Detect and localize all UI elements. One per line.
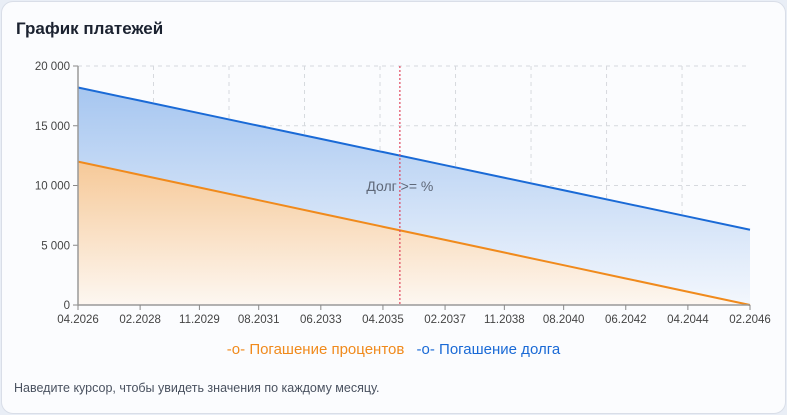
legend-item-debt[interactable]: -o- Погашение долга xyxy=(417,341,561,358)
x-tick-label: 02.2037 xyxy=(424,314,466,326)
legend-line-marker-icon: -o- xyxy=(226,341,246,358)
x-tick-label: 04.2044 xyxy=(667,314,709,326)
legend-item-interest[interactable]: -o- Погашение процентов xyxy=(227,341,405,358)
legend-label: Погашение долга xyxy=(439,341,561,358)
x-tick-label: 04.2035 xyxy=(362,314,404,326)
x-tick-label: 06.2033 xyxy=(300,314,342,326)
legend-label: Погашение процентов xyxy=(249,341,405,358)
x-tick-label: 08.2031 xyxy=(238,314,280,326)
x-tick-label: 04.2026 xyxy=(57,314,99,326)
x-tick-label: 11.2029 xyxy=(179,314,220,326)
legend: -o- Погашение процентов -o- Погашение до… xyxy=(0,341,787,358)
y-tick-label: 0 xyxy=(64,300,70,312)
x-tick-label: 02.2028 xyxy=(119,314,161,326)
debt-area xyxy=(78,87,750,305)
x-tick-label: 06.2042 xyxy=(605,314,647,326)
x-tick-label: 11.2038 xyxy=(484,314,525,326)
crossover-label: Долг >= % xyxy=(366,178,433,194)
hint-text: Наведите курсор, чтобы увидеть значения … xyxy=(14,381,380,395)
legend-line-marker-icon: -o- xyxy=(416,341,435,358)
debt-series-line xyxy=(77,86,751,231)
y-tick-label: 5 000 xyxy=(41,240,70,252)
chart-title: График платежей xyxy=(16,19,164,38)
y-tick-label: 20 000 xyxy=(35,61,70,73)
interest-series-line xyxy=(77,160,751,306)
x-tick-label: 08.2040 xyxy=(543,314,585,326)
x-tick-label: 02.2046 xyxy=(729,314,771,326)
y-tick-label: 15 000 xyxy=(35,121,70,133)
y-tick-label: 10 000 xyxy=(35,181,70,193)
